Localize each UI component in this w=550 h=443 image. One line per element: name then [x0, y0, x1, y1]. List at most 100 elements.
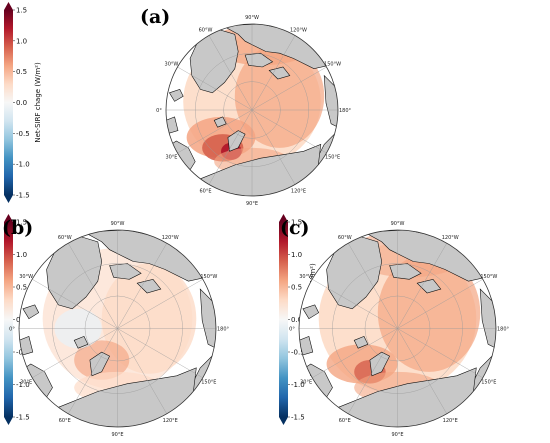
longitude-label: 30°E [20, 379, 32, 385]
landmass-iceland [22, 304, 40, 320]
colorbar-tick-label: 0.5 [16, 284, 27, 292]
longitude-label: 120°W [442, 235, 459, 241]
map-boundary [298, 229, 497, 428]
colorbar: 1.5 1.0 0.5 0.0 -0.5 -1.0 -1.5 Net-SIRF chage (… [4, 2, 42, 203]
longitude-label: 90°W [245, 15, 259, 21]
colorbar-extend-top [4, 214, 13, 222]
longitude-label: 180° [217, 327, 230, 333]
meridian-line [348, 328, 398, 414]
colorbar-tick-label: 0.0 [16, 99, 27, 107]
longitude-label: 150°E [201, 379, 216, 385]
longitude-label: 0° [9, 327, 15, 333]
longitude-label: 120°E [291, 189, 306, 195]
longitude-label: 60°E [339, 418, 351, 424]
meridian-line [68, 328, 118, 414]
meridian-line [117, 279, 203, 329]
colorbar-tick-label: 1.0 [16, 37, 27, 45]
landmass-svalbard [213, 116, 227, 128]
longitude-label: 120°W [290, 27, 307, 33]
colorbar-extend-bottom [4, 195, 13, 203]
colorbar-tick-label: 1.0 [291, 251, 302, 259]
meridian-line [251, 109, 296, 185]
colorbar-extend-bottom [279, 417, 288, 425]
meridian-line [397, 279, 483, 329]
colorbar-tick-label: 0.5 [291, 284, 302, 292]
longitude-label: 120°W [162, 235, 179, 241]
meridian-line [177, 109, 253, 154]
longitude-label: 90°W [391, 221, 405, 227]
landmass-svalbard [353, 336, 369, 349]
longitude-label: 0° [289, 327, 295, 333]
colorbar-tick-label: -1.5 [16, 414, 30, 422]
meridian-line [117, 328, 203, 378]
longitude-label: 150°W [324, 62, 341, 68]
colorbar-tick-label: 0.5 [16, 68, 27, 76]
meridian-line [208, 109, 253, 185]
longitude-label: 120°E [163, 418, 178, 424]
colorbar-tick-label: -1.0 [16, 161, 30, 169]
colorbar-tick-label: 1.5 [291, 219, 302, 227]
longitude-label: 90°E [246, 201, 258, 207]
colorbar-tick-label: -0.5 [16, 130, 30, 138]
longitude-label: 120°E [443, 418, 458, 424]
longitude-label: 60°W [338, 235, 352, 241]
landmass-greenland [46, 235, 103, 310]
meridian-line [397, 328, 447, 414]
colorbar-tick-label: 1.0 [16, 251, 27, 259]
landmass-siberia [57, 367, 197, 427]
longitude-label: 30°E [300, 379, 312, 385]
landmass-islands2 [136, 278, 162, 294]
meridian-line [251, 109, 327, 154]
colorbar-label: Net-SIRF chage (W/m²) [34, 62, 42, 143]
meridian-line [32, 328, 118, 378]
meridian-line [397, 243, 447, 329]
panel-label: (c) [280, 217, 310, 239]
colorbar-tick-label: 1.5 [16, 219, 27, 227]
longitude-label: 150°W [480, 274, 497, 280]
longitude-label: 90°E [391, 432, 403, 438]
landmass-europeW [166, 116, 179, 135]
longitude-label: 150°E [481, 379, 496, 385]
polar-map: 90°W 60°W 120°W 30°W 150°W 0° 180° 30°E 150°E 60°… [156, 15, 352, 207]
map-boundary [18, 229, 217, 428]
map-boundary [165, 23, 339, 197]
longitude-label: 180° [339, 108, 352, 114]
landmass-siberia [337, 367, 477, 427]
longitude-label: 30°E [165, 155, 177, 161]
meridian-line [251, 35, 296, 111]
colorbar-tick-label: 1.5 [16, 7, 27, 15]
landmass-iceland [302, 304, 320, 320]
landmass-svalbard [73, 336, 89, 349]
longitude-label: 30°W [165, 62, 179, 68]
longitude-label: 0° [156, 108, 162, 114]
meridian-line [32, 279, 118, 329]
colorbar-tick-label: -0.5 [291, 349, 305, 357]
landmass-islands2 [268, 66, 291, 80]
anomaly-field [234, 44, 325, 148]
colorbar-extend-top [279, 214, 288, 222]
longitude-label: 30°W [299, 274, 313, 280]
panel-b: (b) 90°W 60°W 120°W 30°W 150°W 0° 180° 30°E 150°… [0, 212, 275, 443]
longitude-label: 60°E [199, 189, 211, 195]
meridian-line [397, 328, 483, 378]
colorbar-tick-label: -1.5 [291, 414, 305, 422]
longitude-label: 60°E [59, 418, 71, 424]
meridian-line [177, 66, 253, 111]
polar-map: 90°W 60°W 120°W 30°W 150°W 0° 180° 30°E 150°E 60°… [9, 221, 230, 438]
longitude-label: 150°E [325, 155, 340, 161]
landmass-iceland [168, 89, 184, 102]
longitude-label: 60°W [199, 27, 213, 33]
landmass-islands2 [416, 278, 442, 294]
longitude-label: 30°W [19, 274, 33, 280]
meridian-line [251, 66, 327, 111]
longitude-label: 180° [497, 327, 510, 333]
longitude-label: 150°W [200, 274, 217, 280]
colorbar-gradient [279, 222, 288, 417]
panel-label: (b) [2, 217, 34, 239]
landmass-greenland [326, 235, 383, 310]
meridian-line [117, 243, 167, 329]
colorbar-tick-label: -1.0 [291, 381, 305, 389]
meridian-line [117, 328, 167, 414]
panel-c: (c) 90°W 60°W 120°W 30°W 150°W 0° 180° 30°E 150°… [275, 212, 550, 443]
colorbar-tick-label: -1.5 [16, 192, 30, 200]
